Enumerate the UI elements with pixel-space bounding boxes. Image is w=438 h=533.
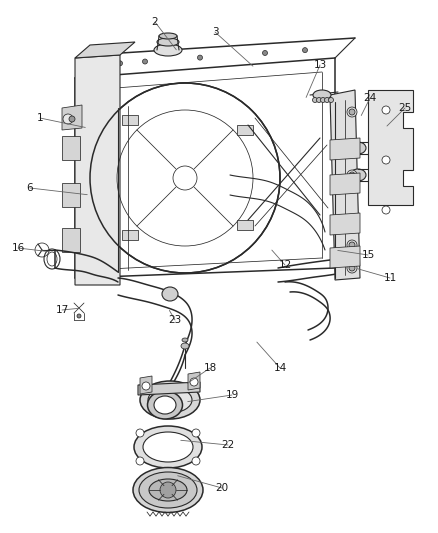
- Polygon shape: [367, 90, 412, 205]
- Text: 24: 24: [363, 93, 376, 103]
- Circle shape: [348, 109, 354, 115]
- Circle shape: [381, 206, 389, 214]
- Ellipse shape: [139, 472, 197, 508]
- Circle shape: [197, 55, 202, 60]
- Circle shape: [142, 59, 147, 64]
- Polygon shape: [237, 125, 252, 135]
- Circle shape: [136, 457, 144, 465]
- Circle shape: [381, 156, 389, 164]
- Polygon shape: [329, 213, 359, 235]
- Circle shape: [190, 378, 198, 386]
- Ellipse shape: [134, 426, 201, 468]
- Polygon shape: [62, 136, 80, 160]
- Circle shape: [191, 429, 200, 437]
- Ellipse shape: [133, 467, 202, 513]
- Circle shape: [346, 263, 356, 273]
- Circle shape: [77, 314, 81, 318]
- Ellipse shape: [349, 142, 365, 154]
- Polygon shape: [138, 382, 200, 395]
- Polygon shape: [237, 220, 252, 230]
- Circle shape: [141, 382, 150, 390]
- Text: 6: 6: [27, 183, 33, 193]
- Ellipse shape: [349, 169, 365, 181]
- Text: 1: 1: [37, 113, 43, 123]
- Polygon shape: [62, 105, 82, 130]
- Text: 12: 12: [278, 260, 291, 270]
- Ellipse shape: [148, 479, 187, 501]
- Circle shape: [117, 61, 122, 66]
- Polygon shape: [75, 55, 120, 285]
- Ellipse shape: [312, 90, 330, 100]
- Text: 22: 22: [221, 440, 234, 450]
- Ellipse shape: [157, 38, 179, 46]
- Text: 14: 14: [273, 363, 286, 373]
- Circle shape: [159, 482, 176, 498]
- Text: 11: 11: [382, 273, 396, 283]
- Circle shape: [324, 98, 329, 102]
- Circle shape: [191, 457, 200, 465]
- Polygon shape: [329, 246, 359, 268]
- Circle shape: [348, 265, 354, 271]
- Polygon shape: [187, 372, 200, 390]
- Text: 15: 15: [360, 250, 374, 260]
- Ellipse shape: [154, 396, 176, 414]
- Circle shape: [302, 47, 307, 53]
- Circle shape: [312, 98, 317, 102]
- Polygon shape: [329, 138, 359, 160]
- Text: 19: 19: [225, 390, 238, 400]
- Text: 2: 2: [152, 17, 158, 27]
- Text: 18: 18: [203, 363, 216, 373]
- Circle shape: [348, 142, 354, 148]
- Ellipse shape: [148, 387, 191, 413]
- Circle shape: [348, 172, 354, 178]
- Polygon shape: [122, 230, 138, 240]
- Polygon shape: [329, 173, 359, 195]
- Circle shape: [348, 242, 354, 248]
- Circle shape: [63, 114, 73, 124]
- Circle shape: [346, 240, 356, 250]
- Ellipse shape: [147, 391, 182, 419]
- Polygon shape: [62, 183, 80, 207]
- Circle shape: [320, 98, 325, 102]
- Polygon shape: [140, 376, 152, 394]
- Ellipse shape: [162, 287, 177, 301]
- Circle shape: [69, 116, 75, 122]
- Polygon shape: [62, 228, 80, 252]
- Circle shape: [346, 107, 356, 117]
- Text: 25: 25: [397, 103, 411, 113]
- Ellipse shape: [159, 33, 177, 39]
- Circle shape: [262, 51, 267, 55]
- Text: 13: 13: [313, 60, 326, 70]
- Polygon shape: [329, 90, 359, 280]
- Ellipse shape: [143, 432, 193, 462]
- Polygon shape: [122, 115, 138, 125]
- Ellipse shape: [140, 381, 200, 419]
- Circle shape: [346, 170, 356, 180]
- Circle shape: [316, 98, 321, 102]
- Circle shape: [346, 140, 356, 150]
- Text: 23: 23: [168, 315, 181, 325]
- Ellipse shape: [182, 338, 187, 342]
- Circle shape: [328, 98, 333, 102]
- Text: 3: 3: [211, 27, 218, 37]
- Text: 20: 20: [215, 483, 228, 493]
- Circle shape: [136, 429, 144, 437]
- Text: 16: 16: [11, 243, 25, 253]
- Circle shape: [381, 106, 389, 114]
- Polygon shape: [75, 42, 135, 58]
- Ellipse shape: [180, 343, 189, 349]
- Text: 17: 17: [55, 305, 68, 315]
- Ellipse shape: [154, 44, 182, 56]
